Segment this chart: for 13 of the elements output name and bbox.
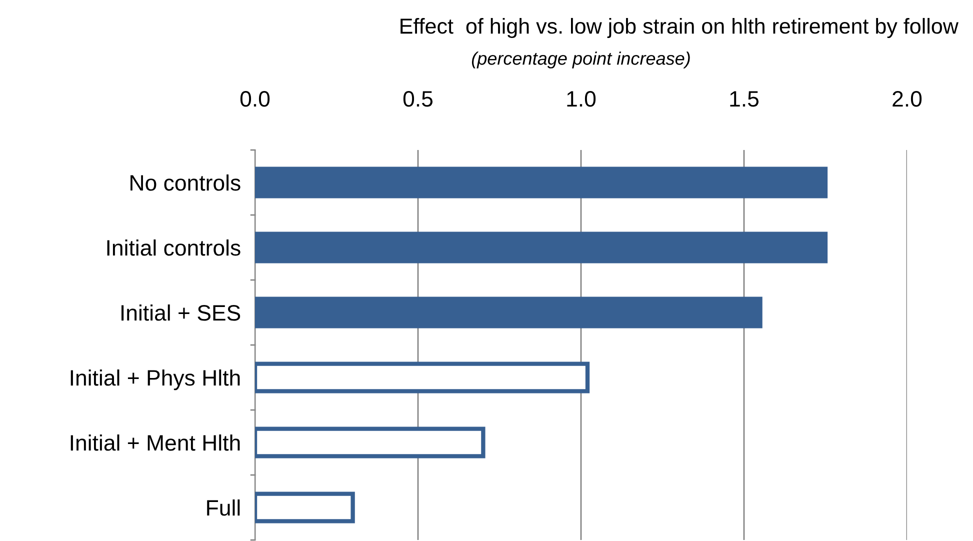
chart-subtitle: (percentage point increase) — [472, 52, 690, 68]
y-tick-label: Initial + Ment Hlth — [70, 434, 240, 451]
x-tick-label: 0.5 — [403, 90, 433, 107]
y-tick-label: Initial + Phys Hlth — [70, 369, 240, 390]
x-tick-label: 2.0 — [892, 90, 922, 107]
chart-title: Effect of high vs. low job strain on hlth retirement by follow — [400, 18, 958, 38]
y-tick-label: Initial controls — [107, 239, 240, 256]
y-tick-label: Initial + SES — [121, 304, 240, 321]
x-tick-label: 1.0 — [567, 90, 596, 107]
y-tick-label: Full — [207, 499, 240, 516]
x-tick-label: 1.5 — [730, 91, 759, 107]
x-tick-label: 0.0 — [240, 90, 270, 107]
y-tick-label: No controls — [130, 174, 240, 191]
